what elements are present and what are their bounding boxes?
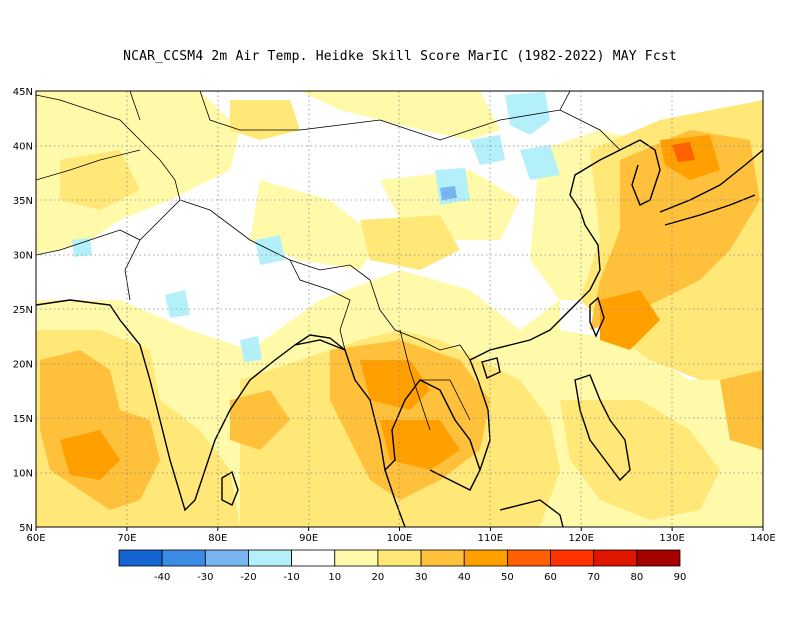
chart-title: NCAR_CCSM4 2m Air Temp. Heidke Skill Sco… [123,49,677,64]
lat-tick-label: 15N [13,414,33,425]
colorbar-label: 80 [630,572,643,583]
colorbar-swatch [291,549,336,567]
colorbar-swatch [248,549,293,567]
shade-50-60 [672,142,695,162]
lon-tick-label: 80E [208,533,227,544]
colorbar-label: 10 [328,572,341,583]
lon-tick-label: 140E [750,533,775,544]
lon-tick-label: 110E [478,533,503,544]
axis-labels: 60E 70E 80E 90E 100E 110E 120E 130E 140E 5N 10N 15N… [13,87,776,544]
lat-tick-label: 35N [13,196,33,207]
lon-tick-label: 130E [659,533,684,544]
colorbar-label: -30 [197,572,213,583]
lon-tick-label: 90E [299,533,318,544]
borders [36,91,621,431]
lon-tick-label: 70E [117,533,136,544]
colorbar-swatch [118,549,163,567]
colorbar-swatch [506,549,551,567]
lat-tick-label: 10N [13,469,33,480]
lon-tick-label: 100E [387,533,412,544]
shade-neg-10 [72,92,560,362]
gridlines [36,91,763,527]
colorbar-swatch [204,549,249,567]
colorbar-label: -10 [283,572,299,583]
colorbar-swatch [161,549,206,567]
colorbar: -40 -30 -20 -10 10 20 30 40 50 60 70 80 90 [118,549,687,583]
colorbar-label: -40 [154,572,170,583]
colorbar-label: 30 [415,572,428,583]
colorbar-swatch [334,549,379,567]
colorbar-swatch [593,549,638,567]
colorbar-swatch [420,549,465,567]
colorbar-swatch [377,549,422,567]
lat-tick-label: 20N [13,360,33,371]
colorbar-label: 20 [372,572,385,583]
lat-tick-label: 40N [13,142,33,153]
lat-tick-label: 45N [13,87,33,98]
colorbar-swatch [550,549,595,567]
shade-neg-20 [440,186,457,200]
lat-tick-label: 25N [13,305,33,316]
lat-tick-label: 5N [19,523,33,534]
lon-tick-label: 60E [26,533,45,544]
colorbar-label: 70 [587,572,600,583]
colorbar-label: 60 [544,572,557,583]
colorbar-label: 50 [501,572,514,583]
skill-field [36,91,763,527]
colorbar-label: 40 [458,572,471,583]
colorbar-swatch [636,549,681,567]
colorbar-label: 90 [674,572,687,583]
lat-tick-label: 30N [13,251,33,262]
lon-tick-label: 120E [569,533,594,544]
colorbar-label: -20 [240,572,256,583]
colorbar-swatch [463,549,508,567]
